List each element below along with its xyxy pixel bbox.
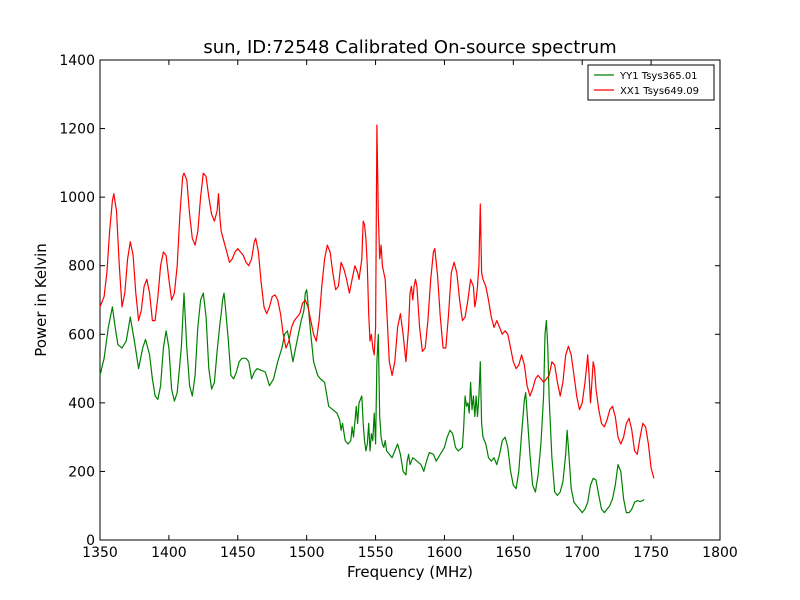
legend-items: YY1 Tsys365.01 XX1 Tsys649.09: [594, 71, 699, 97]
series-line-0: [99, 289, 645, 514]
x-tick-label-9: 1800: [702, 545, 738, 561]
legend-box: [587, 64, 715, 101]
legend-label-0: YY1 Tsys365.01: [619, 71, 698, 82]
plot-area: 1350 1400 1450 1500 1550 1600 1650 1700 1750 1800…: [59, 53, 737, 561]
y-tick-label-4: 800: [68, 259, 95, 275]
y-tick-label-2: 400: [68, 396, 95, 412]
legend-label-1: XX1 Tsys649.09: [620, 86, 699, 97]
y-tick-label-3: 600: [68, 327, 95, 343]
legend: YY1 Tsys365.01 XX1 Tsys649.09: [587, 64, 715, 101]
x-axis-label: Frequency (MHz): [347, 563, 473, 581]
series-layer: [99, 124, 655, 514]
series-line-1: [99, 124, 655, 479]
x-tick-label-4: 1550: [358, 545, 394, 561]
y-tick-label-6: 1200: [59, 122, 95, 138]
y-tick-label-7: 1400: [59, 53, 95, 69]
x-tick-label-6: 1650: [496, 545, 532, 561]
x-tick-label-0: 1350: [82, 545, 118, 561]
x-tick-label-2: 1450: [220, 545, 256, 561]
x-tick-label-7: 1700: [564, 545, 600, 561]
x-tick-label-8: 1750: [633, 545, 669, 561]
plot-frame: [99, 59, 721, 541]
y-tick-label-5: 1000: [59, 190, 95, 206]
y-axis-label: Power in Kelvin: [32, 243, 50, 357]
x-tick-label-5: 1600: [427, 545, 463, 561]
x-tick-label-3: 1500: [289, 545, 325, 561]
chart-title: sun, ID:72548 Calibrated On-source spect…: [203, 37, 616, 58]
y-tick-label-1: 200: [68, 464, 95, 480]
tick-layer: 1350 1400 1450 1500 1550 1600 1650 1700 1750 1800…: [59, 53, 737, 561]
y-tick-label-0: 0: [86, 533, 95, 549]
x-tick-label-1: 1400: [151, 545, 187, 561]
